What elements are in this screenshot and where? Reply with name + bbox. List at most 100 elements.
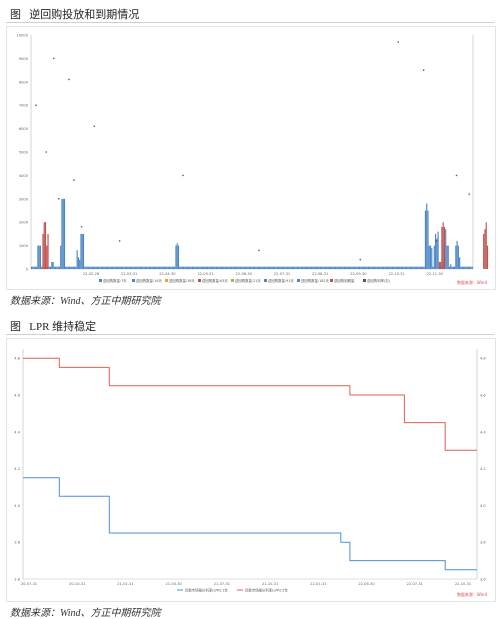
bar-repo-issuance: [239, 266, 242, 269]
bar-repo-issuance: [138, 266, 140, 269]
bar-repo-issuance: [322, 266, 324, 269]
bar-repo-issuance: [52, 261, 54, 269]
bar-repo-issuance: [90, 266, 92, 269]
bar-repo-issuance: [134, 266, 136, 269]
figure2-svg: 3.6 3.6 3.8 3.8 4.0 4.0 4.2 4.2 4.4 4.4 4.6 4.6 4.8 4…: [14, 349, 486, 592]
legend-label: 逆回购数量:182天: [301, 278, 330, 283]
bar-repo-issuance: [128, 266, 130, 269]
figure2-caption-label: 图: [10, 321, 21, 333]
rate-point: [118, 240, 121, 242]
bar-repo-issuance: [81, 233, 83, 269]
bar-repo-issuance: [101, 266, 104, 269]
bar-repo-issuance: [379, 266, 381, 269]
rate-point: [258, 249, 260, 252]
bar-repo-issuance: [361, 266, 363, 269]
x-tick-label: 22-09-30: [350, 272, 367, 276]
y-tick-label-right: 4.0: [480, 504, 486, 508]
bar-repo-issuance: [231, 266, 233, 269]
bar-repo-issuance: [186, 266, 188, 269]
bar-repo-issuance: [196, 266, 199, 269]
bar-repo-issuance: [71, 266, 73, 269]
bar-repo-issuance: [414, 266, 416, 269]
bar-repo-issuance: [398, 266, 400, 269]
x-tick-label: 20-10-31: [69, 582, 85, 586]
bar-repo-issuance: [99, 266, 101, 269]
bar-repo-issuance: [96, 266, 98, 269]
bar-repo-issuance: [388, 266, 390, 269]
bar-repo-issuance: [451, 266, 453, 269]
bar-repo-issuance: [61, 198, 63, 269]
bar-repo-issuance: [370, 266, 372, 269]
bar-repo-maturity: [485, 222, 487, 269]
bar-repo-issuance: [375, 266, 377, 269]
figure1-caption-text: 逆回购投放和到期情况: [29, 9, 140, 21]
bar-repo-issuance: [188, 266, 190, 269]
bar-repo-issuance: [136, 266, 138, 269]
bar-repo-issuance: [384, 266, 386, 269]
bar-repo-issuance: [131, 266, 133, 269]
bar-repo-issuance: [169, 266, 171, 269]
bar-repo-issuance: [407, 266, 409, 269]
bar-repo-issuance: [110, 266, 112, 269]
x-tick-label: 22-07-31: [407, 582, 423, 586]
rate-point: [468, 193, 471, 195]
bar-repo-issuance: [291, 266, 294, 269]
bar-repo-issuance: [243, 266, 245, 269]
bar-repo-issuance: [303, 266, 305, 269]
bar-repo-maturity: [46, 245, 48, 269]
bar-repo-maturity: [44, 222, 47, 269]
bar-repo-issuance: [133, 266, 135, 269]
bar-repo-issuance: [372, 266, 375, 269]
bar-repo-issuance: [87, 266, 90, 269]
bar-repo-issuance: [394, 266, 396, 269]
bar-repo-issuance: [75, 266, 77, 269]
bar-repo-issuance: [378, 266, 380, 269]
bar-repo-issuance: [427, 210, 429, 269]
bar-repo-issuance: [312, 266, 314, 269]
bar-repo-issuance: [421, 266, 423, 269]
bar-repo-issuance: [332, 266, 334, 269]
bar-repo-issuance: [360, 266, 362, 269]
rate-point: [182, 174, 184, 177]
x-tick-label: 22-05-31: [197, 272, 213, 276]
bar-repo-issuance: [162, 266, 164, 269]
bar-repo-issuance: [385, 266, 387, 269]
bar-repo-issuance: [219, 266, 221, 269]
bar-repo-issuance: [200, 266, 202, 269]
rate-point: [68, 78, 70, 81]
bar-repo-issuance: [424, 210, 427, 269]
y-tick-label-right: 4.6: [480, 394, 486, 398]
bar-repo-issuance: [333, 266, 335, 269]
bar-repo-issuance: [369, 266, 371, 269]
bar-repo-issuance: [217, 266, 219, 269]
bar-repo-issuance: [39, 245, 42, 269]
bar-repo-issuance: [218, 266, 220, 269]
bar-repo-issuance: [286, 266, 288, 269]
bar-repo-issuance: [343, 266, 345, 269]
legend-label: 贷款市场报价利率(LPR):5年: [245, 587, 288, 592]
bar-repo-issuance: [270, 266, 272, 269]
figure1-chart: 0 1000 2000 3000 4000 5000 6000 7000 8000 9000 100…: [6, 26, 496, 290]
x-tick-label: 21-04-30: [166, 582, 183, 586]
bar-repo-issuance: [229, 266, 231, 269]
bar-repo-issuance: [471, 266, 473, 269]
legend-label: 逆回购数量:91天: [268, 278, 294, 283]
bar-repo-issuance: [86, 266, 88, 269]
bar-repo-issuance: [70, 266, 72, 269]
bar-repo-issuance: [167, 266, 169, 269]
bar-repo-issuance: [355, 266, 357, 269]
bar-repo-issuance: [352, 266, 354, 269]
bar-repo-issuance: [195, 266, 197, 269]
bar-repo-issuance: [147, 266, 149, 269]
bar-repo-issuance: [137, 266, 139, 269]
bar-repo-issuance: [433, 245, 435, 269]
x-tick-label: 22-04-30: [358, 582, 375, 586]
bar-repo-issuance: [108, 266, 110, 269]
bar-repo-issuance: [376, 266, 378, 269]
bar-repo-issuance: [371, 266, 373, 269]
legend-label: 逆回购到期量: [334, 278, 355, 283]
bar-repo-issuance: [79, 259, 81, 269]
bar-repo-issuance: [405, 266, 408, 269]
bar-repo-issuance: [152, 266, 154, 269]
bar-repo-issuance: [210, 266, 212, 269]
